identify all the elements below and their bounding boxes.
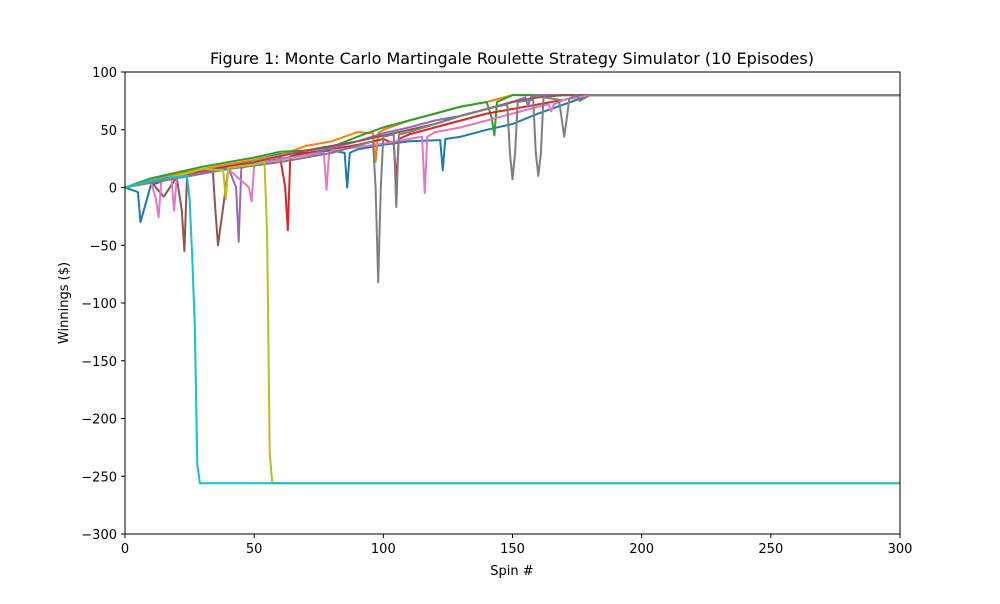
x-tick-label: 250 xyxy=(758,542,783,557)
x-axis-label: Spin # xyxy=(490,564,533,579)
chart-title: Figure 1: Monte Carlo Martingale Roulett… xyxy=(210,49,814,68)
x-tick-label: 50 xyxy=(246,542,263,557)
x-tick-label: 150 xyxy=(500,542,525,557)
series-line-7 xyxy=(124,94,900,219)
y-tick-label: −200 xyxy=(81,413,117,428)
x-tick-label: 200 xyxy=(629,542,654,557)
y-tick-label: −300 xyxy=(81,528,117,543)
series-line-10 xyxy=(124,174,900,485)
series-line-8 xyxy=(124,94,900,284)
y-tick-label: −150 xyxy=(81,355,117,370)
x-tick-label: 100 xyxy=(371,542,396,557)
y-axis-ticks: −300 −250 −200 −150 −100 −50 0 50 100 xyxy=(81,66,125,543)
x-axis-ticks: 0 50 100 150 200 250 300 xyxy=(121,534,913,557)
y-axis-label: Winnings ($) xyxy=(57,262,72,344)
y-tick-label: 100 xyxy=(92,66,117,81)
y-tick-label: 50 xyxy=(100,124,117,139)
y-tick-label: −100 xyxy=(81,297,117,312)
plot-lines xyxy=(124,94,900,485)
y-tick-label: 0 xyxy=(109,182,117,197)
x-tick-label: 300 xyxy=(888,542,913,557)
series-line-3 xyxy=(124,94,900,189)
y-tick-label: −250 xyxy=(81,470,117,485)
x-tick-label: 0 xyxy=(121,542,129,557)
series-line-9 xyxy=(124,161,900,485)
y-tick-label: −50 xyxy=(90,239,117,254)
